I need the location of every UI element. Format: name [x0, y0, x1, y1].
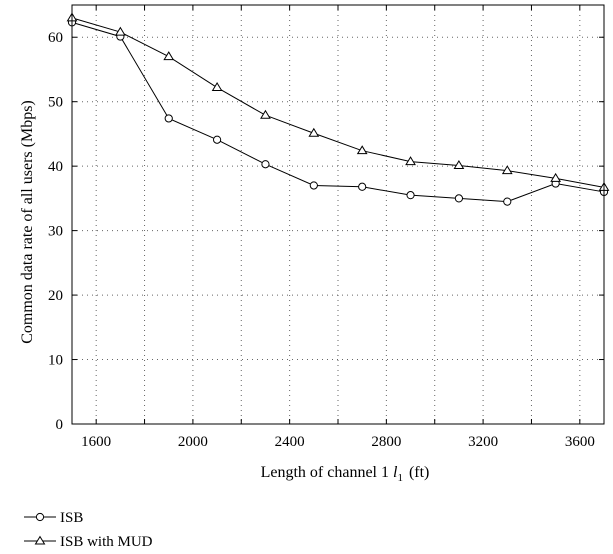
y-tick-label: 20: [48, 288, 63, 304]
y-tick-label: 50: [48, 95, 63, 111]
data-point-isb-with-mud: [405, 156, 416, 166]
data-point-isb-with-mud: [260, 109, 271, 119]
y-tick-label: 0: [56, 417, 64, 433]
x-axis-label-subscript: 1: [397, 472, 403, 484]
data-point-isb-with-mud: [308, 127, 320, 137]
y-tick-label: 40: [48, 159, 63, 175]
x-tick-label: 2800: [371, 434, 401, 450]
data-point-isb: [406, 191, 415, 200]
series-layer: [66, 12, 610, 206]
x-tick-label: 3200: [468, 434, 498, 450]
data-point-isb-with-mud: [501, 165, 513, 175]
legend-entry-isb-with-mud: ISB with MUD: [24, 534, 153, 550]
data-point-isb: [309, 181, 318, 190]
x-axis-label-unit: (ft): [409, 464, 429, 481]
legend-marker-circle-icon: [35, 512, 45, 522]
x-tick-label: 2000: [178, 434, 208, 450]
legend-label-isb-with-mud: ISB with MUD: [60, 534, 153, 550]
data-point-isb-with-mud: [453, 160, 465, 170]
y-tick-label: 10: [48, 353, 63, 369]
data-point-isb-with-mud: [550, 172, 562, 182]
data-point-isb: [212, 135, 222, 144]
series-line-isb-with-mud: [71, 17, 605, 188]
x-tick-label: 3600: [565, 434, 595, 450]
data-point-isb-with-mud: [114, 26, 126, 36]
x-axis-label: Length of channel 1 l1 (ft): [261, 464, 430, 484]
x-tick-label: 1600: [81, 434, 111, 450]
legend-marker-triangle-icon: [34, 535, 46, 545]
plot-frame: [71, 4, 605, 425]
data-point-isb: [503, 197, 512, 206]
series-line-isb: [71, 21, 605, 203]
data-point-isb: [454, 194, 464, 203]
series-isb-with-mud: [66, 12, 610, 191]
legend-entry-isb: ISB: [24, 510, 83, 526]
data-point-isb-with-mud: [211, 82, 223, 92]
grid-lines: [72, 5, 604, 424]
data-point-isb: [358, 182, 367, 191]
data-point-isb-with-mud: [163, 51, 175, 61]
x-tick-label: 2400: [275, 434, 305, 450]
legend-label-isb: ISB: [60, 510, 83, 526]
y-axis-label: Common data rate of all users (Mbps): [19, 100, 36, 344]
data-point-isb-with-mud: [356, 145, 368, 155]
data-point-isb: [164, 114, 173, 123]
y-tick-label: 30: [48, 224, 63, 240]
legend: ISB ISB with MUD: [24, 510, 153, 550]
data-point-isb: [261, 160, 270, 169]
axis-ticks: 1600 2000 2400 2800 3200 3600 0 10 20 30 40 50 60: [48, 5, 604, 450]
y-tick-label: 60: [48, 30, 63, 46]
x-axis-label-main: Length of channel 1: [261, 464, 389, 481]
x-axis-label-variable: l: [393, 464, 398, 481]
